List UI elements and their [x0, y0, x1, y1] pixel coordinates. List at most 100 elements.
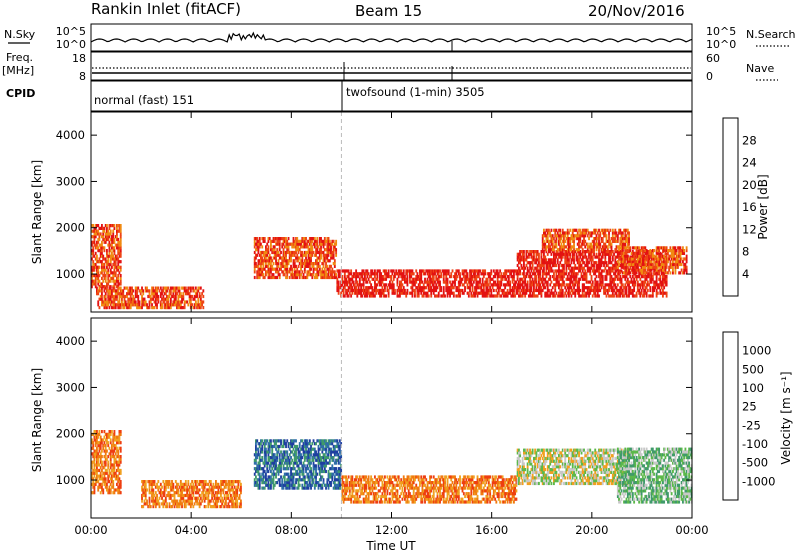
heatmap-cell: [350, 277, 353, 281]
heatmap-cell: [560, 263, 563, 268]
heatmap-cell: [546, 237, 549, 241]
heatmap-cell: [526, 288, 529, 293]
heatmap-cell: [484, 283, 487, 287]
heatmap-cell: [420, 280, 423, 284]
heatmap-cell: [385, 277, 388, 281]
heatmap-cell: [118, 435, 121, 439]
heatmap-cell: [104, 446, 107, 450]
heatmap-cell: [673, 254, 676, 258]
heatmap-cell: [533, 272, 535, 276]
heatmap-cell: [101, 289, 103, 293]
heatmap-cell: [362, 269, 365, 273]
heatmap-cell: [613, 263, 615, 268]
heatmap-cell: [548, 248, 550, 252]
heatmap-cell: [109, 262, 112, 267]
heatmap-cell: [579, 237, 582, 241]
heatmap-cell: [417, 283, 420, 287]
heatmap-cell: [599, 275, 602, 279]
heatmap-cell: [606, 239, 609, 243]
freq-label: Freq.: [6, 51, 33, 64]
heatmap-cell: [338, 286, 341, 290]
heatmap-cell: [141, 306, 143, 310]
heatmap-cell: [101, 282, 103, 286]
heatmap-cell: [286, 275, 289, 280]
heatmap-cell: [270, 245, 272, 249]
heatmap-cell: [272, 250, 275, 255]
heatmap-cell: [357, 275, 360, 279]
heatmap-cell: [574, 234, 577, 238]
heatmap-cell: [144, 502, 147, 506]
heatmap-cell: [669, 260, 672, 264]
heatmap-cell: [585, 277, 588, 281]
heatmap-cell: [546, 263, 549, 268]
heatmap-cell: [119, 251, 122, 255]
heatmap-cell: [529, 277, 532, 281]
heatmap-cell: [92, 249, 95, 253]
heatmap-cell: [143, 493, 146, 498]
heatmap-cell: [352, 280, 355, 284]
heatmap-cell: [117, 246, 120, 250]
heatmap-cell: [112, 452, 115, 456]
heatmap-cell: [561, 291, 564, 295]
heatmap-cell: [387, 283, 390, 287]
heatmap-cell: [667, 249, 669, 253]
heatmap-cell: [520, 250, 523, 254]
heatmap-cell: [114, 257, 117, 261]
heatmap-cell: [164, 499, 167, 503]
heatmap-cell: [665, 258, 668, 262]
heatmap-cell: [470, 294, 473, 298]
heatmap-cell: [470, 283, 473, 287]
heatmap-cell: [260, 262, 262, 266]
heatmap-cell: [613, 272, 615, 276]
heatmap-cell: [103, 274, 106, 278]
heatmap-cell: [316, 267, 319, 271]
heatmap-cell: [588, 261, 590, 265]
heatmap-cell: [341, 283, 344, 287]
heatmap-cell: [112, 279, 115, 283]
heatmap-cell: [113, 282, 116, 286]
heatmap-cell: [112, 300, 115, 304]
heatmap-cell: [369, 286, 371, 290]
heatmap-cell: [629, 288, 632, 293]
heatmap-cell: [548, 294, 550, 298]
heatmap-cell: [590, 250, 593, 254]
heatmap-cell: [406, 269, 409, 273]
heatmap-cell: [257, 239, 260, 243]
heatmap-cell: [276, 270, 279, 274]
heatmap-cell: [481, 291, 484, 295]
heatmap-cell: [283, 256, 286, 260]
heatmap-cell: [580, 234, 583, 238]
heatmap-cell: [628, 286, 630, 290]
heatmap-cell: [610, 288, 613, 293]
heatmap-cell: [91, 271, 93, 275]
heatmap-cell: [168, 306, 171, 310]
heatmap-cell: [376, 288, 379, 293]
heatmap-cell: [267, 250, 270, 255]
heatmap-cell: [376, 275, 379, 279]
heatmap-cell: [600, 283, 603, 287]
heatmap-cell: [362, 280, 365, 284]
heatmap-cell: [626, 277, 629, 281]
heatmap-cell: [640, 260, 643, 264]
heatmap-cell: [621, 288, 624, 293]
heatmap-cell: [451, 280, 454, 284]
heatmap-cell: [99, 443, 102, 448]
heatmap-cell: [600, 228, 603, 232]
heatmap-cell: [132, 303, 135, 307]
heatmap-cell: [635, 271, 638, 275]
heatmap-cell: [267, 256, 270, 260]
heatmap-cell: [555, 277, 558, 281]
heatmap-cell: [615, 288, 618, 293]
heatmap-cell: [590, 242, 593, 246]
heatmap-cell: [164, 306, 167, 310]
heatmap-cell: [412, 288, 415, 293]
heatmap-cell: [640, 254, 643, 258]
heatmap-cell: [626, 283, 629, 287]
heatmap-cell: [287, 245, 290, 249]
heatmap-cell: [650, 250, 653, 254]
heatmap-cell: [656, 262, 659, 267]
heatmap-cell: [111, 477, 113, 481]
heatmap-cell: [524, 294, 527, 298]
heatmap-cell: [118, 292, 121, 296]
heatmap-cell: [163, 493, 166, 498]
